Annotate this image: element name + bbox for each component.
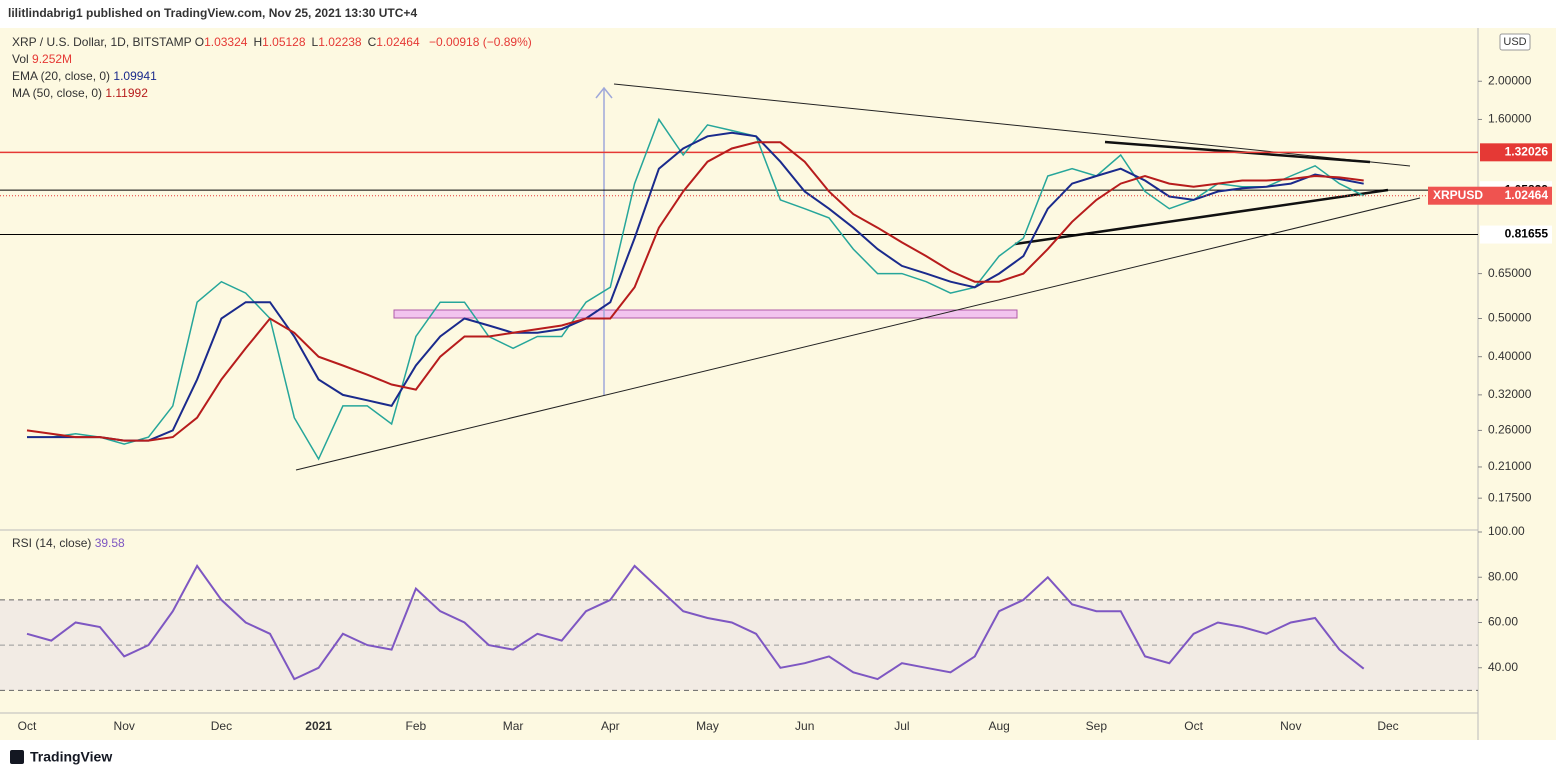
x-tick-label: Nov — [114, 719, 135, 733]
ohlc-label: H — [253, 35, 263, 49]
x-tick-label: Oct — [18, 719, 37, 733]
symbol: XRP / U.S. Dollar, 1D, BITSTAMP — [12, 35, 192, 49]
legend-value: 1.11992 — [105, 86, 148, 100]
y-tick-label: 0.21000 — [1488, 459, 1532, 473]
x-tick-label: Dec — [1377, 719, 1398, 733]
x-tick-label: Feb — [406, 719, 427, 733]
y-tick-label: 0.65000 — [1488, 266, 1532, 280]
series-line — [27, 117, 1365, 461]
level-label-box — [1480, 225, 1552, 244]
currency-box — [1499, 33, 1531, 51]
level-label: 0.81655 — [1505, 227, 1549, 241]
volume-value: 9.252M — [32, 52, 73, 66]
y-tick-label: 1.60000 — [1488, 112, 1532, 126]
level-label-box — [1480, 143, 1552, 162]
x-tick-label: Aug — [988, 719, 1009, 733]
ohlc-label: L — [311, 35, 319, 49]
legend-entry: MA (50, close, 0) — [12, 86, 103, 100]
x-tick-label: Sep — [1086, 719, 1108, 733]
y-tick-label: 0.26000 — [1488, 423, 1532, 437]
trend-line — [295, 197, 1421, 471]
ohlc-value: 1.03324 — [204, 35, 248, 49]
x-tick-label: May — [696, 719, 719, 733]
change: −0.00918 (−0.89%) — [429, 35, 532, 49]
rsi-legend: RSI (14, close) 39.58 — [12, 536, 125, 550]
x-tick-label: Mar — [503, 719, 524, 733]
legend-row: Vol 9.252M — [12, 51, 532, 68]
ohlc-value: 1.02238 — [318, 35, 362, 49]
legend-value: 1.09941 — [113, 69, 157, 83]
y-tick-label: 2.00000 — [1488, 73, 1532, 87]
ohlc-value: 1.02464 — [376, 35, 420, 49]
arrow-head — [595, 86, 613, 99]
legend-row: EMA (20, close, 0) 1.09941 — [12, 68, 532, 85]
y-tick-label: 0.32000 — [1488, 387, 1532, 401]
rsi-value: 39.58 — [94, 536, 125, 550]
y-tick-label: 100.00 — [1488, 524, 1525, 538]
x-tick-label: Apr — [601, 719, 620, 733]
price-label-box — [1428, 186, 1552, 205]
legend-entry: EMA (20, close, 0) — [12, 69, 111, 83]
support-zone — [393, 309, 1018, 319]
ohlc-label: C — [367, 35, 377, 49]
y-tick-label: 0.17500 — [1488, 490, 1532, 504]
y-tick-label: 0.40000 — [1488, 349, 1532, 363]
y-tick-label: 80.00 — [1488, 569, 1518, 583]
price-value: 1.02464 — [1505, 188, 1549, 202]
volume-label: Vol — [12, 52, 29, 66]
legend: XRP / U.S. Dollar, 1D, BITSTAMP O1.03324… — [12, 34, 532, 102]
y-tick-label: 60.00 — [1488, 615, 1518, 629]
brand: TradingView — [30, 749, 112, 765]
publisher: lilitlindabrig1 published on TradingView… — [8, 6, 417, 20]
series-line — [26, 564, 1365, 681]
level-label: 1.32026 — [1505, 144, 1549, 158]
series-line — [26, 141, 1364, 442]
y-tick-label: 0.50000 — [1488, 311, 1532, 325]
price-symbol: XRPUSD — [1433, 188, 1483, 202]
legend-row: XRP / U.S. Dollar, 1D, BITSTAMP O1.03324… — [12, 34, 532, 51]
ohlc: O1.03324 H1.05128 L1.02238 C1.02464 — [195, 35, 426, 49]
ohlc-label: O — [194, 35, 205, 49]
rsi-title: RSI (14, close) — [12, 536, 92, 550]
x-tick-label: Jul — [894, 719, 909, 733]
y-tick-label: 40.00 — [1488, 660, 1518, 674]
footer — [0, 740, 1556, 775]
logo-icon — [10, 750, 24, 764]
x-tick-label: Jun — [795, 719, 814, 733]
series-line — [27, 131, 1364, 442]
legend-row: MA (50, close, 0) 1.11992 — [12, 85, 532, 102]
ohlc-value: 1.05128 — [262, 35, 306, 49]
currency: USD — [1503, 36, 1526, 48]
x-tick-label: Dec — [211, 719, 232, 733]
top-bar — [0, 0, 1556, 28]
trend-line — [613, 83, 1411, 167]
x-tick-label: Nov — [1280, 719, 1301, 733]
x-tick-label: 2021 — [305, 719, 332, 733]
x-tick-label: Oct — [1184, 719, 1203, 733]
